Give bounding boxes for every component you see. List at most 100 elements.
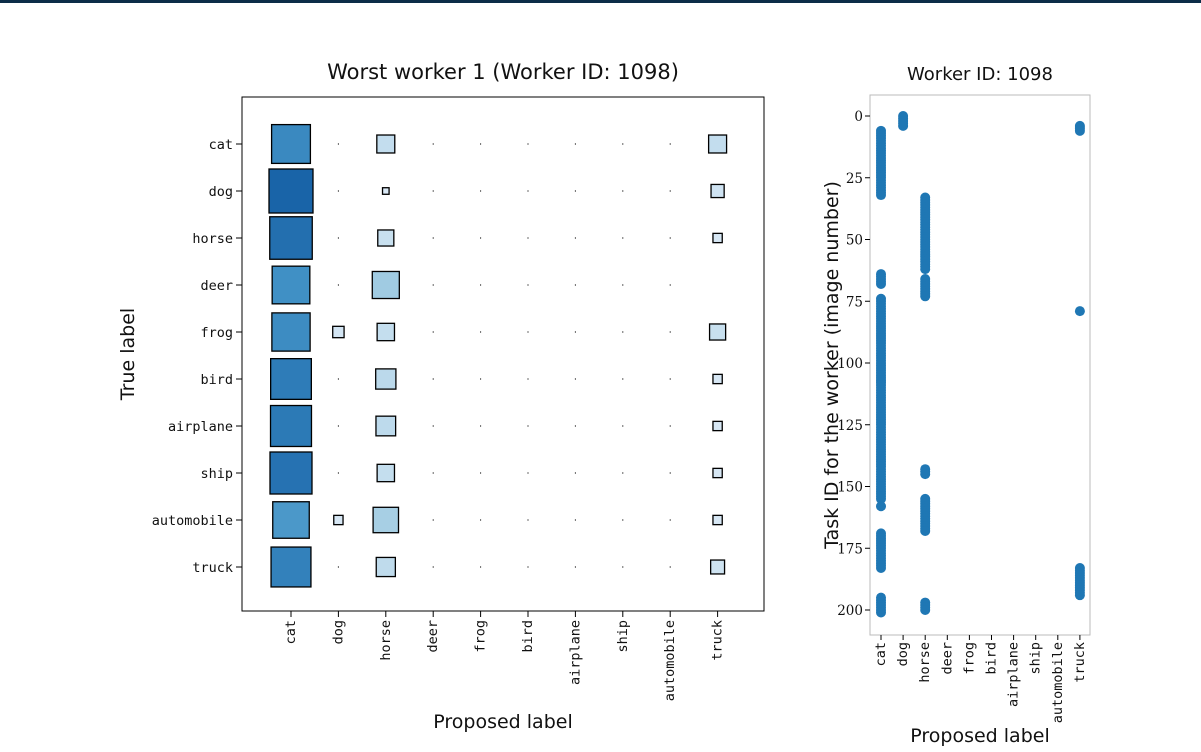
matrix-empty-dot [432, 566, 434, 568]
matrix-cell [712, 467, 723, 479]
y-tick-label: 200 [837, 603, 863, 619]
matrix-empty-dot [622, 425, 624, 427]
matrix-cell [269, 451, 313, 495]
matrix-empty-dot [669, 566, 671, 568]
x-tick-label: airplane [1006, 642, 1022, 707]
matrix-cell [371, 270, 400, 300]
matrix-empty-dot [669, 425, 671, 427]
task-point [920, 525, 931, 536]
matrix-empty-dot [574, 190, 577, 192]
matrix-empty-dot [480, 425, 482, 427]
x-tick-label: cat [283, 620, 299, 644]
x-tick-label: frog [961, 642, 977, 675]
matrix-empty-dot [527, 190, 529, 192]
matrix-empty-dot [432, 284, 434, 286]
matrix-empty-dot [527, 284, 529, 286]
matrix-cell [709, 559, 726, 575]
y-tick-label: truck [192, 560, 233, 576]
x-axis-label: Proposed label [433, 711, 572, 733]
matrix-empty-dot [574, 331, 577, 333]
y-tick-label: deer [200, 278, 233, 294]
matrix-empty-dot [527, 472, 529, 474]
task-point [898, 120, 909, 131]
confusion-matrix-chart: Worst worker 1 (Worker ID: 1098) cat dog h… [117, 60, 765, 733]
matrix-empty-dot [432, 519, 434, 521]
matrix-empty-dot [527, 519, 529, 521]
matrix-cell [270, 546, 312, 588]
matrix-empty-dot [480, 237, 482, 239]
task-point [1074, 590, 1085, 601]
y-tick-label: ship [200, 466, 233, 482]
matrix-empty-dot [480, 519, 482, 521]
plot-frame [241, 96, 765, 612]
matrix-empty-dot [337, 143, 339, 145]
matrix-empty-dot [574, 519, 577, 521]
y-tick-label: 75 [846, 294, 863, 310]
matrix-empty-dot [669, 378, 671, 380]
matrix-cell [268, 168, 314, 214]
matrix-cell [372, 506, 400, 534]
task-point [876, 278, 886, 289]
x-tick-label: deer [939, 642, 955, 675]
matrix-empty-dot [574, 566, 577, 568]
matrix-cell [271, 312, 311, 352]
y-tick-label: 175 [837, 541, 863, 557]
matrix-empty-dot [574, 284, 577, 286]
y-tick-label: frog [200, 325, 233, 341]
task-scatter-chart: Worker ID: 1098 0 25 50 75 100 125 150 175 200 c… [821, 64, 1091, 747]
y-tick-label: airplane [168, 419, 233, 435]
matrix-empty-dot [622, 143, 624, 145]
x-tick-label: dog [895, 642, 911, 666]
task-point [876, 563, 886, 574]
matrix-empty-dot [574, 143, 577, 145]
y-tick-label: 50 [846, 233, 863, 249]
matrix-empty-dot [480, 190, 482, 192]
matrix-empty-dot [574, 378, 577, 380]
matrix-empty-dot [432, 472, 434, 474]
matrix-empty-dot [669, 284, 671, 286]
x-tick-label: airplane [567, 620, 583, 685]
x-tick-label: automobile [662, 620, 678, 701]
matrix-empty-dot [432, 331, 434, 333]
matrix-empty-dot [622, 519, 624, 521]
y-tick-label: horse [192, 231, 233, 247]
matrix-cell [707, 134, 728, 154]
matrix-cell [375, 368, 397, 390]
matrix-empty-dot [622, 472, 624, 474]
matrix-cell [375, 556, 397, 578]
matrix-cell [376, 322, 396, 342]
matrix-cell [712, 514, 723, 526]
matrix-empty-dot [669, 237, 671, 239]
matrix-cell [708, 323, 727, 341]
x-tick-label: ship [1028, 642, 1044, 675]
matrix-cell [269, 404, 313, 448]
matrix-empty-dot [480, 378, 482, 380]
matrix-empty-dot [622, 237, 624, 239]
task-point [876, 493, 886, 504]
task-point [1074, 306, 1085, 317]
y-tick-label: 100 [837, 356, 863, 372]
matrix-cell [332, 325, 345, 339]
task-point [1074, 125, 1085, 136]
matrix-empty-dot [669, 143, 671, 145]
x-tick-label: frog [473, 620, 489, 653]
matrix-empty-dot [527, 425, 529, 427]
matrix-cell [272, 501, 310, 539]
matrix-empty-dot [480, 472, 482, 474]
y-tick-label: cat [209, 137, 233, 153]
matrix-cell [381, 187, 390, 195]
x-tick-label: truck [1072, 642, 1088, 683]
matrix-empty-dot [669, 190, 671, 192]
matrix-empty-dot [432, 190, 434, 192]
matrix-cell [270, 123, 312, 165]
task-point [876, 607, 886, 618]
x-axis-label: Proposed label [910, 725, 1049, 747]
matrix-cell [710, 183, 725, 199]
x-tick-label: deer [425, 620, 441, 653]
y-tick-label: automobile [152, 513, 233, 529]
matrix-empty-dot [432, 378, 434, 380]
matrix-empty-dot [669, 472, 671, 474]
matrix-cell [377, 229, 395, 247]
x-tick-label: horse [378, 620, 394, 661]
